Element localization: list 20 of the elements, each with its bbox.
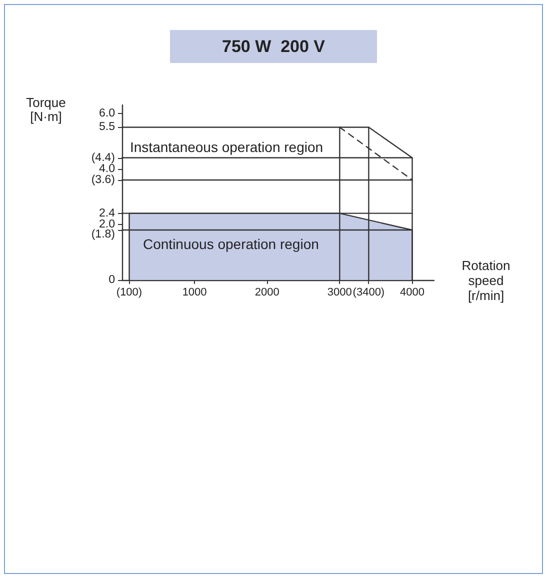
- x-tick-label: 1000: [182, 286, 207, 298]
- chart-title: 750 W 200 V: [222, 37, 326, 56]
- y-tick-label: 2.4: [99, 207, 116, 220]
- y-tick-label: (3.6): [91, 174, 116, 186]
- y-tick-label: 6.0: [99, 107, 115, 120]
- x-tick-label: (3400): [352, 286, 385, 298]
- annotation: Instantaneous operation region: [130, 139, 324, 155]
- x-tick-label: 4000: [400, 286, 424, 298]
- annotation: Continuous operation region: [143, 236, 319, 252]
- y-tick-label: (4.4): [91, 152, 116, 164]
- x-tick-label: 3000: [327, 286, 352, 298]
- x-tick-label: (100): [116, 286, 142, 298]
- y-tick-label: 4.0: [99, 162, 115, 175]
- x-axis-title: Rotation speed [r/min]: [462, 258, 510, 303]
- y-tick-label: (1.8): [91, 228, 116, 240]
- y-axis-title: Torque [N·m]: [26, 94, 66, 124]
- y-tick-label: 5.5: [99, 121, 115, 134]
- y-tick-label: 2.0: [99, 218, 115, 230]
- x-tick-label: 2000: [254, 286, 280, 298]
- y-tick-label: 0: [108, 274, 115, 286]
